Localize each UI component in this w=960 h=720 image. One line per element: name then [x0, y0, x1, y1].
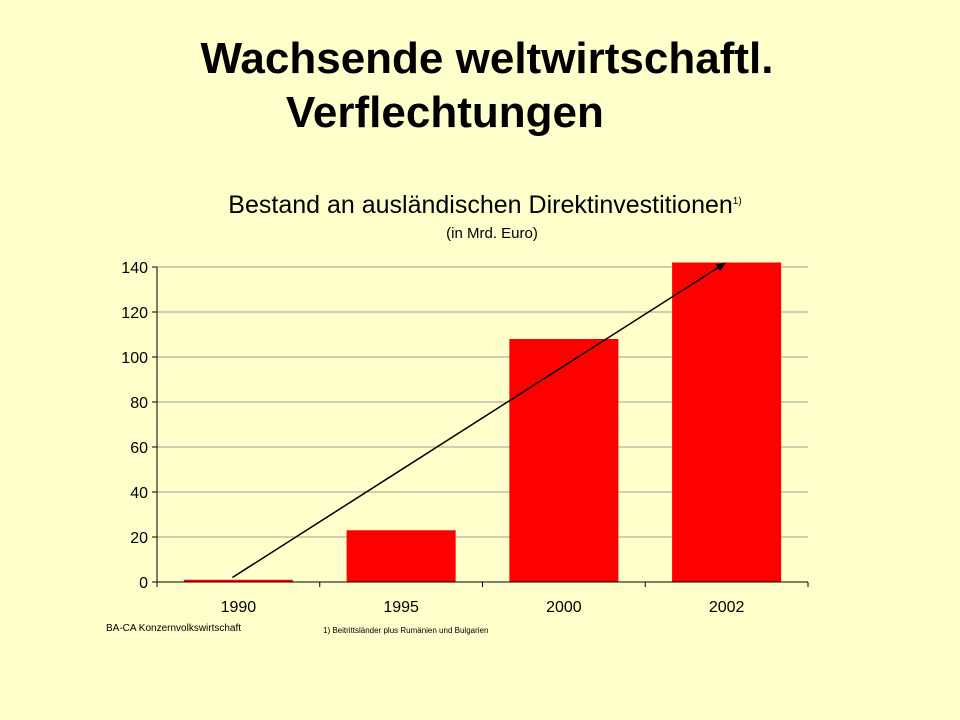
- y-axis-ticks: 0 20 40 60 80 100 120 140: [121, 260, 157, 592]
- x-tick-label: 2000: [546, 599, 582, 616]
- source-label: BA-CA Konzernvolkswirtschaft: [106, 623, 242, 634]
- y-tick-label: 120: [121, 305, 148, 322]
- x-tick-label: 2002: [709, 599, 745, 616]
- bar-2000: [509, 339, 619, 582]
- bar-2002: [672, 262, 782, 582]
- y-tick-label: 140: [121, 260, 148, 277]
- bar-1990: [183, 579, 293, 582]
- y-tick-label: 100: [121, 350, 148, 367]
- bars: [183, 262, 782, 582]
- y-tick-label: 20: [130, 530, 148, 547]
- footnote: 1) Beitrittsländer plus Rumänien und Bul…: [323, 626, 489, 635]
- slide-title: Wachsende weltwirtschaftl. Verflechtunge…: [0, 32, 960, 140]
- slide-title-line-2: Verflechtungen: [286, 88, 604, 137]
- chart-subtitle: (in Mrd. Euro): [446, 225, 538, 242]
- slide-title-line-1: Wachsende weltwirtschaftl.: [200, 34, 774, 83]
- chart-title-text: Bestand an ausländischen Direktinvestiti…: [228, 191, 732, 219]
- chart-title: Bestand an ausländischen Direktinvestiti…: [228, 191, 741, 219]
- bar-1995: [346, 530, 456, 582]
- y-tick-label: 40: [130, 485, 148, 502]
- x-axis-ticks: 1990 1995 2000 2002: [156, 582, 809, 616]
- chart-title-footnote-marker: 1): [733, 196, 742, 207]
- y-tick-label: 0: [139, 575, 148, 592]
- x-tick-label: 1990: [221, 599, 257, 616]
- y-tick-label: 80: [130, 395, 148, 412]
- x-tick-label: 1995: [383, 599, 419, 616]
- y-tick-label: 60: [130, 440, 148, 457]
- trend-arrow: [231, 262, 727, 579]
